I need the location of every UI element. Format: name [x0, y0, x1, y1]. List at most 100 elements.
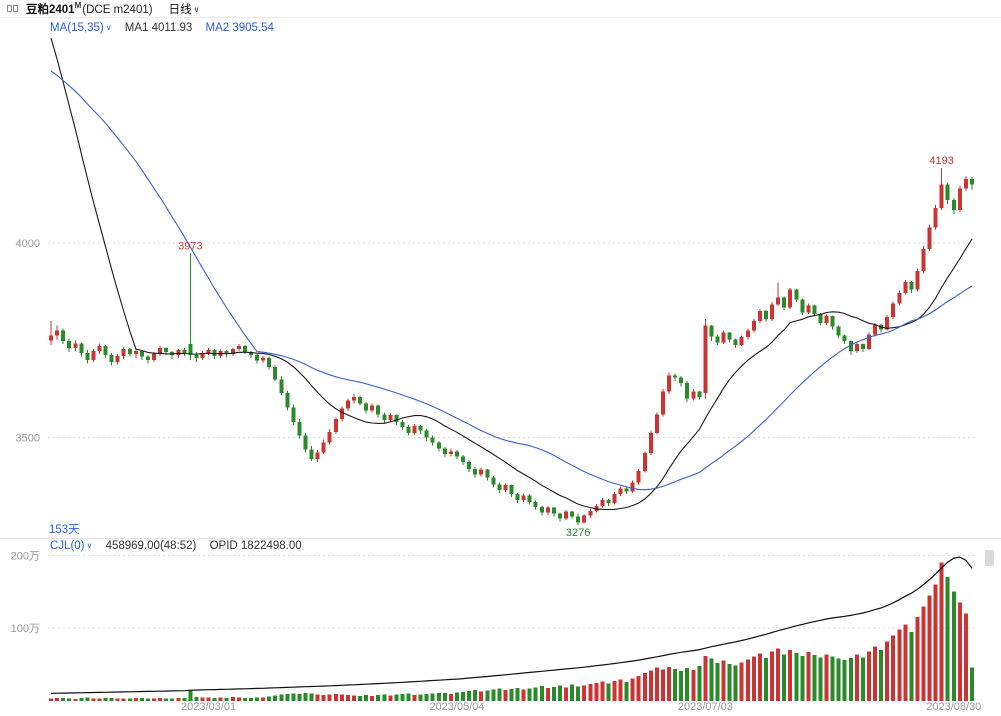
volume-bar [212, 697, 217, 701]
volume-bar [230, 697, 235, 701]
volume-bar [473, 690, 478, 701]
price-tick-label: 3500 [16, 433, 40, 445]
candle-body [503, 485, 508, 491]
volume-bar [606, 683, 611, 701]
candle-body [418, 425, 423, 431]
volume-bar [261, 697, 266, 701]
candle-body [303, 435, 308, 450]
date-tick-label: 2023/08/30 [926, 701, 981, 713]
volume-bar [188, 689, 193, 701]
volume-bar [418, 694, 423, 701]
oi-line [50, 556, 973, 694]
candle-body [91, 351, 96, 360]
volume-bar [55, 698, 60, 701]
volume-bar [436, 692, 441, 701]
volume-bar [242, 697, 247, 701]
volume-bar [897, 629, 902, 701]
candle-body [806, 305, 811, 313]
volume-bar [297, 693, 302, 701]
cjl-settings-label[interactable]: CJL(0) ∨ [50, 540, 93, 552]
price-tick-label: 4000 [16, 238, 40, 250]
chevron-down-icon: ∨ [193, 4, 200, 14]
volume-bar [61, 698, 66, 701]
volume-bar [521, 689, 526, 701]
candle-body [473, 468, 478, 475]
candle-body [158, 348, 163, 354]
volume-bar [788, 650, 793, 701]
candle-body [854, 344, 859, 352]
volume-bar [461, 691, 466, 701]
ma-settings-label[interactable]: MA(15,35) ∨ [50, 22, 112, 34]
candle-body [588, 510, 593, 516]
oi-polyline [50, 556, 973, 694]
candle-body [109, 355, 114, 362]
volume-bar [873, 646, 878, 701]
volume-bar [527, 688, 532, 701]
candle-body [818, 313, 823, 323]
volume-bar [879, 650, 884, 701]
candle-body [315, 452, 320, 460]
ma1-polyline [50, 37, 973, 511]
window-icon[interactable] [7, 4, 20, 13]
volume-bar [49, 698, 54, 701]
volume-bar [200, 697, 205, 701]
candle-body [267, 357, 272, 367]
candle-body [933, 207, 938, 228]
candle-body [860, 344, 865, 349]
volume-bar [921, 606, 926, 701]
volume-bar [642, 672, 647, 701]
volume-bar [660, 669, 665, 701]
candle-body [648, 433, 653, 454]
volume-tick-label: 100万 [11, 623, 40, 635]
panel-resize-handle[interactable] [985, 550, 994, 566]
candle-body [794, 289, 799, 300]
volume-bar [733, 665, 738, 701]
candle-body [673, 375, 678, 378]
volume-bar [497, 688, 502, 701]
volume-bar [545, 688, 550, 701]
candle-body [915, 271, 920, 290]
volume-bar [757, 653, 762, 701]
volume-bar [812, 655, 817, 701]
candle-body [842, 335, 847, 342]
candle-body [703, 325, 708, 393]
volume-bar [782, 654, 787, 701]
candle-body [261, 357, 266, 361]
candle-body [406, 426, 411, 433]
volume-bar [939, 562, 944, 701]
period-selector[interactable]: 日线 ∨ [168, 3, 200, 16]
volume-value: 458969.00(48:52) [105, 540, 197, 552]
volume-bar [624, 682, 629, 701]
candle-body [327, 431, 332, 443]
candle-body [715, 336, 720, 343]
volume-bar [267, 696, 272, 701]
volume-bar [351, 695, 356, 701]
volume-bar [382, 694, 387, 701]
candles-layer [49, 167, 974, 525]
candle-body [509, 485, 514, 495]
candle-body [467, 461, 472, 469]
volume-bar [957, 602, 962, 701]
volume-bar [963, 613, 968, 701]
volume-bar [448, 694, 453, 701]
candle-body [551, 507, 556, 514]
candle-body [770, 304, 775, 319]
volume-bar [103, 698, 108, 701]
grid-layer [0, 17, 1001, 629]
volume-bar [600, 681, 605, 701]
volume-bar [364, 695, 369, 701]
candle-body [533, 501, 538, 507]
volume-bar [866, 651, 871, 701]
volume-bar [406, 693, 411, 701]
volume-bar [394, 694, 399, 701]
candle-body [309, 449, 314, 460]
volume-bar [206, 697, 211, 701]
candle-body [570, 511, 575, 517]
volume-bar [830, 656, 835, 701]
volume-bar [115, 698, 120, 701]
volume-bar [909, 631, 914, 701]
volume-bar [224, 698, 229, 701]
volume-bar [236, 697, 241, 701]
price-annotation: 3973 [178, 241, 202, 253]
